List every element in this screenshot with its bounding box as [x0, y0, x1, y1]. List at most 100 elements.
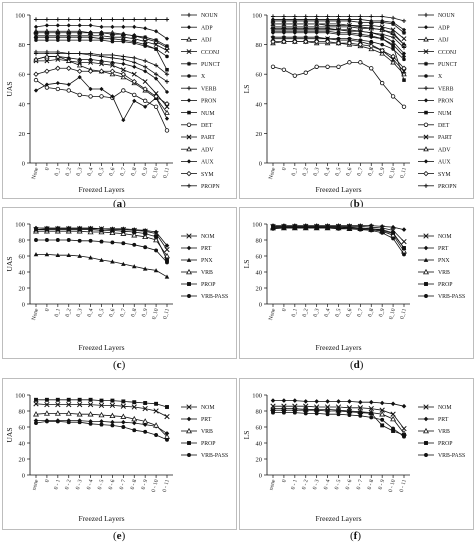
data-point: [153, 93, 159, 100]
x-tick-label: 0 - 1: [290, 479, 298, 491]
legend-marker: [186, 122, 192, 127]
data-point: [66, 82, 71, 87]
data-point: [44, 238, 49, 242]
data-point: [165, 260, 169, 265]
data-point: [132, 17, 137, 22]
x-tick-label: 0_3: [76, 308, 84, 318]
legend-label: VRB-PASS: [201, 294, 228, 300]
data-point: [164, 431, 170, 436]
data-point: [77, 397, 82, 402]
data-point: [99, 422, 104, 427]
data-point: [143, 64, 148, 69]
data-point: [402, 78, 406, 82]
x-tick-label: 0: [281, 308, 288, 312]
data-point: [88, 421, 93, 426]
data-point: [401, 27, 407, 32]
data-point: [336, 30, 341, 35]
data-point: [132, 92, 137, 98]
data-point: [270, 21, 276, 26]
data-point: [336, 23, 341, 28]
series-propn: [270, 21, 407, 47]
data-point: [77, 92, 82, 98]
data-point: [271, 408, 275, 413]
legend-entry: DET: [181, 122, 213, 129]
legend-marker: [186, 25, 192, 30]
legend-entry: VERB: [418, 86, 454, 92]
y-axis-label: LS: [242, 85, 251, 94]
data-point: [292, 38, 298, 45]
data-point: [303, 399, 309, 404]
data-point: [44, 49, 50, 55]
data-point: [164, 243, 170, 248]
data-point: [88, 227, 93, 232]
data-point: [347, 30, 352, 35]
legend-label: ADP: [438, 25, 450, 31]
x-tick-label: 0_5: [98, 308, 106, 318]
data-point: [99, 398, 104, 403]
legend-entry: PROPN: [181, 183, 221, 190]
panel-label-open: (: [113, 198, 117, 210]
legend-marker: [186, 98, 192, 103]
data-point: [369, 228, 374, 233]
panel-label-a: (a): [113, 198, 126, 210]
data-point: [336, 37, 341, 43]
legend-entry: PUNCT: [418, 61, 457, 68]
legend-marker: [423, 245, 429, 251]
x-tick-label: 0 - 9: [141, 479, 149, 491]
data-point: [347, 60, 352, 65]
data-point: [88, 52, 93, 58]
data-point: [281, 67, 287, 72]
series-prop: [34, 227, 169, 262]
data-point: [34, 227, 38, 232]
legend-marker: [424, 441, 428, 445]
data-point: [336, 18, 341, 24]
data-point: [132, 230, 137, 234]
data-point: [121, 419, 126, 425]
series-line: [36, 230, 168, 257]
data-point: [45, 38, 49, 42]
x-tick-label: 0_6: [108, 167, 116, 177]
data-point: [55, 252, 61, 258]
data-point: [143, 231, 148, 236]
data-point: [121, 399, 126, 404]
data-point: [292, 398, 298, 403]
data-point: [380, 36, 384, 41]
data-point: [110, 423, 115, 428]
legend-entry: PROP: [181, 441, 216, 447]
data-point: [143, 429, 148, 434]
legend-marker: [186, 268, 192, 275]
legend-label: NOM: [201, 405, 215, 411]
x-axis-label: Freezed Layers: [78, 185, 124, 194]
data-point: [292, 73, 298, 78]
legend-entry: PRT: [181, 245, 212, 252]
data-point: [391, 44, 395, 48]
x-tick-label: 0: [44, 167, 51, 171]
legend-label: VRB-PASS: [438, 453, 465, 459]
panel-label-close: ): [359, 198, 364, 210]
data-point: [143, 42, 147, 47]
panel-label-f: (f): [350, 530, 361, 542]
panel-label-open: (: [350, 530, 354, 542]
legend-entry: VRB-PASS: [418, 453, 465, 459]
data-point: [164, 116, 170, 121]
data-point: [368, 405, 374, 412]
series-nom: [33, 401, 170, 420]
data-point: [121, 61, 126, 66]
data-point: [44, 58, 50, 64]
legend-marker: [186, 257, 192, 262]
legend-entry: PROP: [181, 282, 216, 288]
data-point: [358, 413, 363, 418]
data-point: [270, 18, 276, 24]
data-point: [165, 405, 169, 409]
legend-label: NOUN: [201, 13, 219, 19]
data-point: [120, 413, 127, 419]
data-point: [55, 23, 60, 28]
data-point: [380, 42, 384, 47]
data-point: [34, 35, 38, 39]
data-point: [358, 399, 363, 405]
data-point: [380, 417, 385, 422]
panel-label-open: (: [350, 198, 354, 210]
chart-panel-d: 0 20 40 60 80 100 None 0 0_1 0_2 0_3 0_4 0_5 0_6 0_7 0_…: [239, 207, 474, 359]
y-tick-label: 60: [256, 72, 263, 79]
